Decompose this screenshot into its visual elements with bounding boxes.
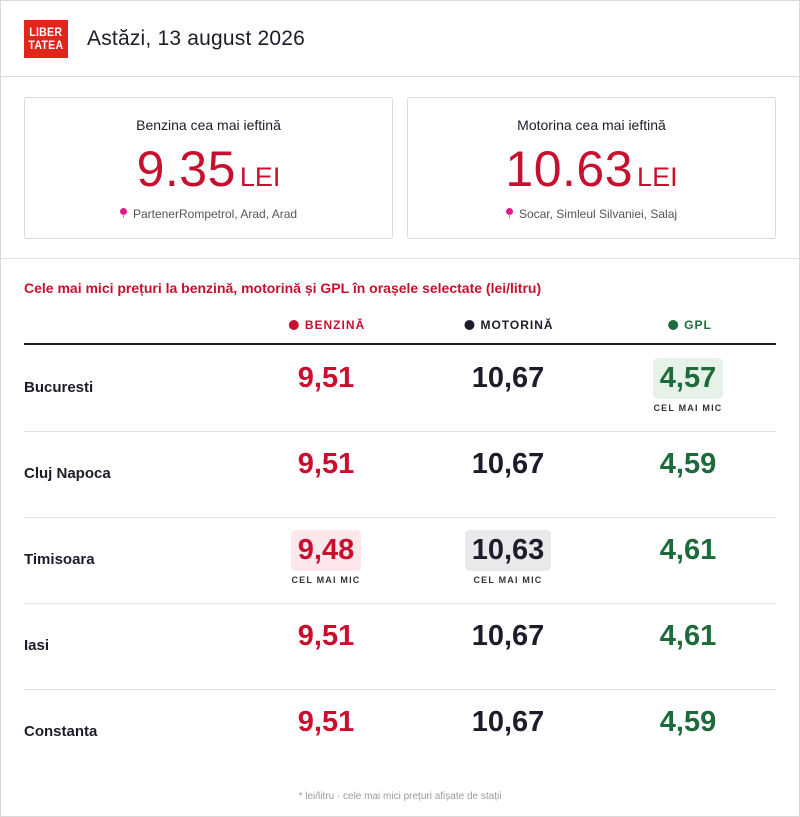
table-row: Timisoara 9,48 CEL MAI MIC 10,63 CEL MAI M… <box>24 518 776 604</box>
lowest-badge: CEL MAI MIC <box>653 403 723 413</box>
column-header-benzina: BENZINĂ <box>288 318 366 332</box>
city-name: Bucuresti <box>24 379 94 396</box>
gpl-cell: 4,59 <box>628 444 748 485</box>
motorina-price: 10,67 <box>471 448 545 480</box>
price-unit: LEI <box>239 162 281 192</box>
motorina-price: 10,67 <box>471 362 545 394</box>
benzina-price: 9,48 <box>290 530 362 571</box>
card-title: Motorina cea mai ieftină <box>517 117 666 133</box>
gpl-price: 4,59 <box>659 448 717 480</box>
gpl-cell: 4,59 <box>628 702 748 743</box>
gpl-cell: 4,57 CEL MAI MIC <box>628 358 748 413</box>
lowest-badge: CEL MAI MIC <box>473 575 543 585</box>
column-label: MOTORINĂ <box>480 318 554 332</box>
benzina-cell: 9,48 CEL MAI MIC <box>266 530 386 585</box>
table-header: BENZINĂ MOTORINĂ GPL <box>24 313 776 345</box>
motorina-price: 10,63 <box>464 530 552 571</box>
motorina-cell: 10,67 <box>448 444 568 485</box>
benzina-price: 9,51 <box>297 448 355 480</box>
map-pin-icon <box>119 208 127 218</box>
logo-line-2: TATEA <box>28 38 64 52</box>
motorina-cell: 10,67 <box>448 358 568 399</box>
price-value: 9.35 <box>136 141 236 197</box>
red-dot-icon <box>288 320 299 330</box>
gpl-price: 4,59 <box>659 706 717 738</box>
section-title: Cele mai mici prețuri la benzină, motori… <box>24 280 542 296</box>
city-name: Constanta <box>24 723 98 740</box>
column-header-gpl: GPL <box>668 318 712 332</box>
benzina-price: 9,51 <box>297 620 355 652</box>
motorina-price: 10,67 <box>471 706 545 738</box>
table-row: Iasi 9,51 10,67 4,61 <box>24 604 776 690</box>
card-location: PartenerRompetrol, Arad, Arad <box>25 207 392 221</box>
card-location: Socar, Simleul Silvaniei, Salaj <box>408 207 775 221</box>
benzina-cell: 9,51 <box>266 444 386 485</box>
benzina-cell: 9,51 <box>266 358 386 399</box>
column-label: GPL <box>684 318 712 332</box>
benzina-cell: 9,51 <box>266 616 386 657</box>
cheapest-motorina-card: Motorina cea mai ieftină 10.63 LEI Socar,… <box>407 97 776 239</box>
gpl-price: 4,61 <box>659 534 717 566</box>
header: LIBER TATEA Astăzi, 13 august 2026 <box>1 1 799 77</box>
gpl-cell: 4,61 <box>628 616 748 657</box>
price-unit: LEI <box>637 162 678 192</box>
location-text: Socar, Simleul Silvaniei, Salaj <box>518 207 678 221</box>
gpl-price: 4,61 <box>659 620 717 652</box>
lowest-badge: CEL MAI MIC <box>291 575 361 585</box>
benzina-price: 9,51 <box>297 362 355 394</box>
city-name: Iasi <box>24 637 50 654</box>
price-value: 10.63 <box>505 141 634 197</box>
card-price: 9.35 LEI <box>25 140 392 198</box>
footnote: * lei/litru · cele mai mici prețuri afiș… <box>298 791 502 802</box>
cheapest-benzina-card: Benzina cea mai ieftină 9.35 LEI Partener… <box>24 97 393 239</box>
gpl-cell: 4,61 <box>628 530 748 571</box>
motorina-cell: 10,67 <box>448 702 568 743</box>
map-pin-icon <box>505 208 513 218</box>
gpl-price: 4,57 <box>652 358 724 399</box>
table-row: Bucuresti 9,51 10,67 4,57 CEL MAI MIC <box>24 346 776 432</box>
motorina-cell: 10,63 CEL MAI MIC <box>448 530 568 585</box>
section-divider <box>1 258 799 259</box>
column-header-motorina: MOTORINĂ <box>464 318 553 332</box>
card-title: Benzina cea mai ieftină <box>136 117 281 133</box>
benzina-price: 9,51 <box>297 706 355 738</box>
motorina-cell: 10,67 <box>448 616 568 657</box>
table-row: Constanta 9,51 10,67 4,59 <box>24 690 776 776</box>
page-date: Astăzi, 13 august 2026 <box>87 27 306 50</box>
navy-dot-icon <box>464 320 475 330</box>
libertatea-logo[interactable]: LIBER TATEA <box>24 20 68 58</box>
green-dot-icon <box>668 320 679 330</box>
city-name: Cluj Napoca <box>24 465 111 482</box>
card-price: 10.63 LEI <box>408 140 775 198</box>
logo-line-1: LIBER <box>29 25 63 39</box>
column-label: BENZINĂ <box>304 318 366 332</box>
table-row: Cluj Napoca 9,51 10,67 4,59 <box>24 432 776 518</box>
benzina-cell: 9,51 <box>266 702 386 743</box>
location-text: PartenerRompetrol, Arad, Arad <box>132 207 298 221</box>
city-name: Timisoara <box>24 551 95 568</box>
motorina-price: 10,67 <box>471 620 545 652</box>
